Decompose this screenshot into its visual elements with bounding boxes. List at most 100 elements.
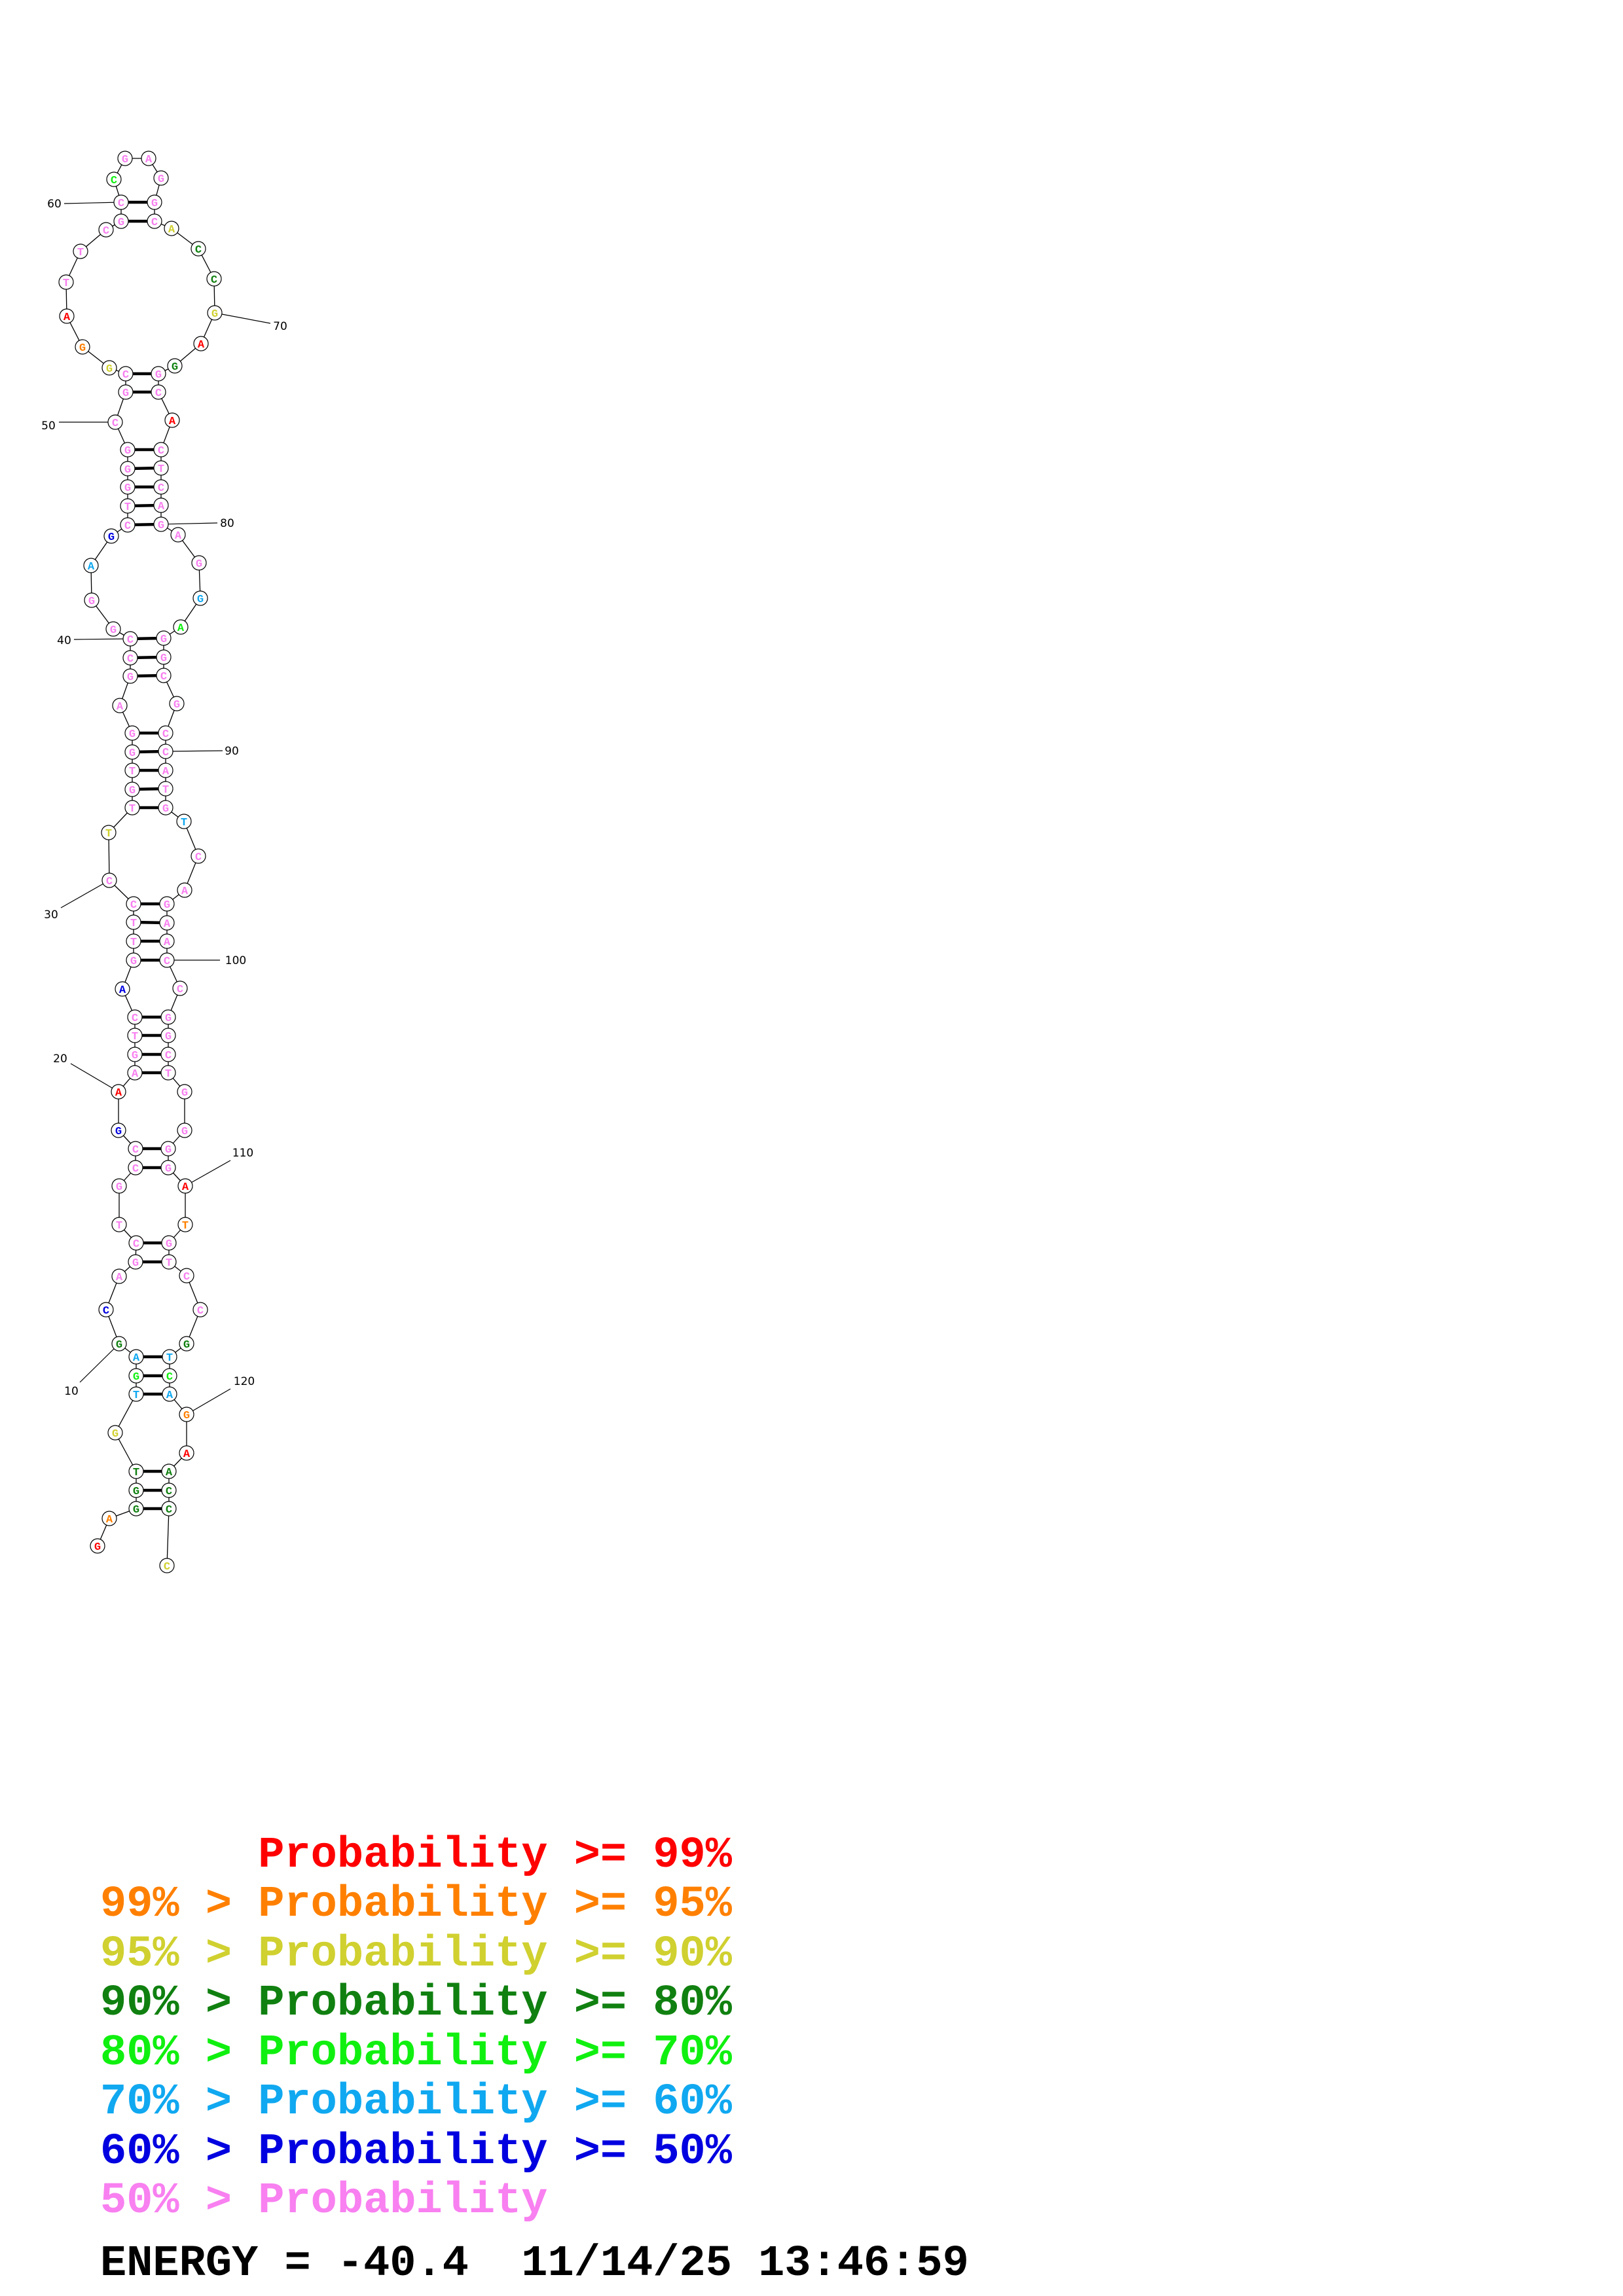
nucleotide-32: T bbox=[129, 803, 136, 816]
nucleotide-circle bbox=[101, 872, 117, 888]
nucleotide-35: G bbox=[129, 747, 136, 760]
nucleotide-3: G bbox=[133, 1504, 139, 1516]
nucleotide-circle bbox=[113, 194, 129, 210]
nucleotide-103: G bbox=[165, 1031, 172, 1043]
nucleotide-circle bbox=[128, 1501, 144, 1516]
nucleotide-19: G bbox=[115, 1126, 122, 1138]
nucleotide-circle bbox=[127, 1009, 143, 1025]
nucleotide-91: A bbox=[162, 766, 170, 778]
nucleotide-118: C bbox=[166, 1371, 173, 1384]
nucleotide-circle bbox=[59, 308, 75, 324]
nucleotide-112: G bbox=[166, 1238, 172, 1251]
legend-row-8: 50% > Probability bbox=[100, 2176, 548, 2226]
nucleotide-circle bbox=[164, 221, 179, 236]
nucleotide-23: T bbox=[132, 1031, 138, 1043]
nucleotide-circle bbox=[101, 360, 117, 376]
nucleotide-circle bbox=[172, 980, 188, 996]
nucleotide-circle bbox=[127, 1047, 143, 1062]
nucleotide-circle bbox=[161, 1254, 177, 1270]
nucleotide-72: G bbox=[172, 361, 178, 374]
nucleotide-circle bbox=[160, 1028, 176, 1043]
nucleotide-90: C bbox=[162, 747, 169, 759]
nucleotide-61: C bbox=[111, 175, 117, 187]
nucleotide-31: T bbox=[105, 828, 112, 840]
nucleotide-65: G bbox=[151, 198, 158, 210]
nucleotide-circle bbox=[127, 1065, 143, 1081]
nucleotide-66: C bbox=[151, 217, 158, 229]
nucleotide-circle bbox=[126, 914, 141, 930]
nucleotide-124: C bbox=[166, 1504, 172, 1516]
nucleotide-circle bbox=[112, 698, 128, 713]
nucleotide-86: G bbox=[160, 653, 167, 665]
nucleotide-circle bbox=[153, 460, 169, 476]
nucleotide-102: G bbox=[165, 1013, 172, 1025]
nucleotide-circle bbox=[156, 630, 172, 646]
nucleotide-circle bbox=[128, 1463, 144, 1479]
nucleotide-circle bbox=[101, 825, 117, 840]
nucleotide-69: C bbox=[211, 274, 217, 287]
nucleotide-40: C bbox=[127, 634, 134, 647]
nucleotide-62: G bbox=[122, 154, 128, 166]
nucleotide-circle bbox=[128, 1141, 143, 1157]
nucleotide-38: G bbox=[127, 672, 134, 684]
nucleotide-114: C bbox=[183, 1271, 190, 1283]
nucleotide-55: A bbox=[64, 312, 71, 324]
nucleotide-circle bbox=[177, 1084, 192, 1100]
nucleotide-circle bbox=[153, 497, 169, 513]
nucleotide-82: G bbox=[196, 558, 202, 571]
position-label-leader bbox=[214, 312, 271, 324]
nucleotide-115: C bbox=[197, 1305, 204, 1318]
legend-row-2: 99% > Probability >= 95% bbox=[100, 1880, 732, 1929]
nucleotide-circle bbox=[160, 1141, 176, 1157]
nucleotide-51: G bbox=[122, 387, 129, 400]
legend-row-3: 95% > Probability >= 90% bbox=[100, 1929, 732, 1979]
nucleotide-100: C bbox=[164, 956, 170, 968]
nucleotide-95: C bbox=[195, 852, 202, 864]
nucleotide-120: G bbox=[183, 1410, 190, 1422]
nucleotide-24: C bbox=[132, 1013, 138, 1025]
nucleotide-47: G bbox=[124, 482, 131, 495]
nucleotide-50: C bbox=[112, 418, 119, 430]
position-label-leader bbox=[60, 880, 110, 908]
nucleotide-15: T bbox=[116, 1220, 122, 1232]
nucleotide-6: G bbox=[112, 1428, 119, 1441]
position-label: 10 bbox=[64, 1385, 79, 1398]
nucleotide-circle bbox=[120, 517, 136, 533]
nucleotide-circle bbox=[153, 479, 169, 495]
nucleotide-83: G bbox=[197, 594, 204, 606]
nucleotide-20: A bbox=[115, 1087, 122, 1100]
nucleotide-circle bbox=[124, 725, 140, 741]
nucleotide-25: A bbox=[119, 984, 126, 997]
energy-timestamp-line: ENERGY = -40.4 11/14/25 13:46:59 bbox=[100, 2239, 969, 2289]
nucleotide-circle bbox=[122, 631, 138, 647]
nucleotide-circle bbox=[159, 915, 175, 931]
nucleotide-39: C bbox=[127, 653, 134, 666]
nucleotide-21: A bbox=[132, 1068, 139, 1081]
nucleotide-circle bbox=[177, 1217, 193, 1232]
nucleotide-89: C bbox=[162, 728, 169, 741]
nucleotide-circle bbox=[58, 274, 74, 290]
nucleotide-58: C bbox=[103, 225, 109, 238]
nucleotide-circle bbox=[124, 781, 140, 797]
nucleotide-12: A bbox=[116, 1272, 123, 1284]
nucleotide-9: A bbox=[133, 1352, 140, 1365]
nucleotide-circle bbox=[147, 194, 162, 210]
nucleotide-105: T bbox=[165, 1068, 172, 1081]
nucleotide-circle bbox=[147, 213, 162, 229]
nucleotide-45: C bbox=[124, 520, 131, 533]
nucleotide-67: A bbox=[168, 224, 175, 236]
nucleotide-22: G bbox=[132, 1050, 138, 1062]
nucleotide-circle bbox=[151, 384, 166, 400]
nucleotide-circle bbox=[128, 1368, 144, 1384]
nucleotide-circle bbox=[128, 1386, 144, 1402]
nucleotide-33: G bbox=[129, 785, 136, 797]
nucleotide-101: C bbox=[177, 984, 183, 996]
nucleotide-57: T bbox=[77, 247, 84, 259]
nucleotide-circle bbox=[158, 744, 173, 759]
nucleotide-circle bbox=[207, 305, 223, 321]
nucleotide-circle bbox=[105, 621, 121, 637]
nucleotide-circle bbox=[124, 744, 140, 760]
nucleotide-circle bbox=[111, 1178, 127, 1194]
nucleotide-64: G bbox=[158, 173, 164, 186]
nucleotide-circle bbox=[193, 336, 209, 351]
